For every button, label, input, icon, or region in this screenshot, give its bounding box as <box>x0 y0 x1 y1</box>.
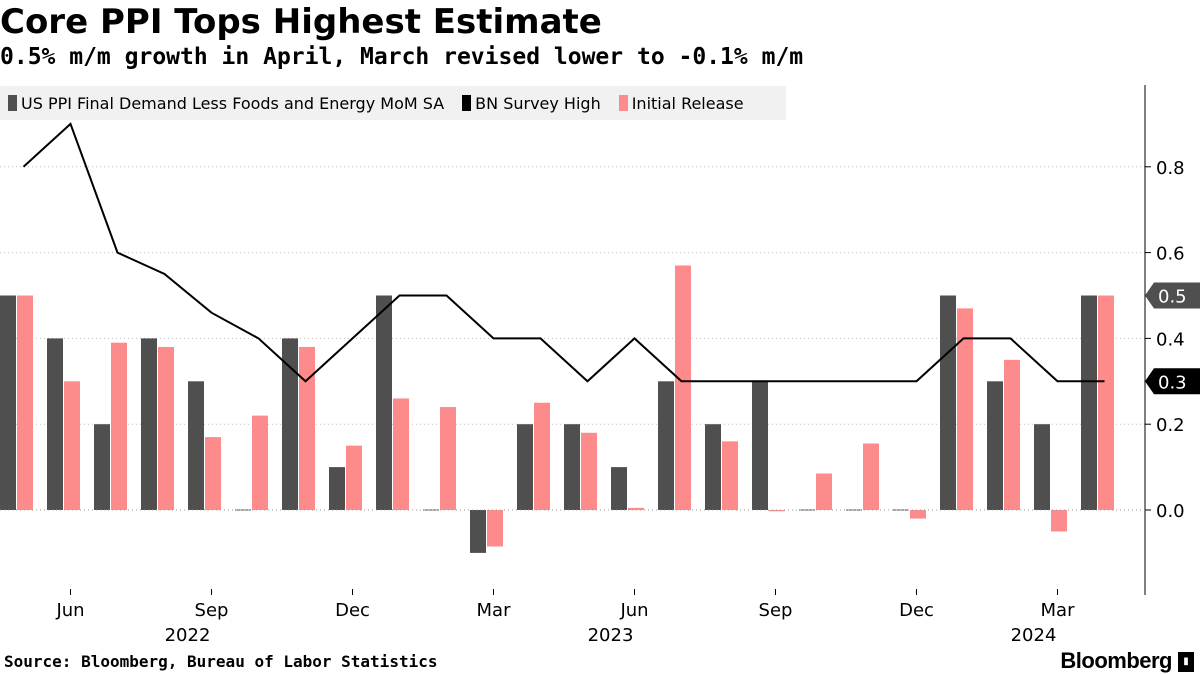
end-value-tag <box>1145 282 1200 309</box>
bar-core-ppi <box>1081 295 1097 510</box>
bar-core-ppi <box>1034 424 1050 510</box>
legend-item-initial-release: Initial Release <box>618 93 744 113</box>
bar-core-ppi <box>329 467 345 510</box>
bar-initial-release <box>628 507 644 510</box>
bar-initial-release <box>111 342 127 510</box>
bar-initial-release <box>299 346 315 510</box>
bar-core-ppi <box>846 509 862 511</box>
brand-mark-icon: ▮ <box>1178 652 1194 672</box>
x-tick-label: Jun <box>619 600 648 621</box>
bar-core-ppi <box>611 467 627 510</box>
bar-initial-release <box>534 402 550 510</box>
bar-core-ppi <box>376 295 392 510</box>
bar-core-ppi <box>141 338 157 510</box>
bar-core-ppi <box>47 338 63 510</box>
end-value-tag <box>1145 368 1200 395</box>
bar-initial-release <box>722 441 738 510</box>
source-note: Source: Bloomberg, Bureau of Labor Stati… <box>4 652 438 671</box>
bar-initial-release <box>158 346 174 510</box>
bar-initial-release <box>1051 510 1067 532</box>
bar-core-ppi <box>752 381 768 510</box>
y-tick-label: 0.8 <box>1156 158 1185 179</box>
bar-initial-release <box>957 308 973 510</box>
bar-core-ppi <box>188 381 204 510</box>
bar-core-ppi <box>705 424 721 510</box>
bar-initial-release <box>346 445 362 510</box>
bar-core-ppi <box>235 509 251 511</box>
end-value-label: 0.3 <box>1158 372 1187 393</box>
bar-core-ppi <box>940 295 956 510</box>
bar-initial-release <box>205 437 221 510</box>
bar-core-ppi <box>564 424 580 510</box>
bar-core-ppi <box>470 510 486 553</box>
legend-item-core-ppi: US PPI Final Demand Less Foods and Energ… <box>8 94 444 113</box>
bar-core-ppi <box>94 424 110 510</box>
x-year-label: 2023 <box>588 625 634 646</box>
legend-swatch-initial-release <box>618 95 628 111</box>
bar-initial-release <box>581 432 597 510</box>
y-tick-label: 0.6 <box>1156 244 1185 265</box>
legend-swatch-core-ppi <box>8 95 17 111</box>
x-tick-label: Sep <box>759 600 793 621</box>
bar-initial-release <box>816 473 832 510</box>
bar-core-ppi <box>658 381 674 510</box>
brand-logo: Bloomberg <box>1060 648 1172 673</box>
legend-swatch-survey-high <box>462 95 472 111</box>
bar-core-ppi <box>517 424 533 510</box>
bar-initial-release <box>17 295 33 510</box>
bar-initial-release <box>64 381 80 510</box>
bar-core-ppi <box>987 381 1003 510</box>
x-tick-label: Mar <box>477 600 512 621</box>
bar-initial-release <box>440 407 456 510</box>
chart-title: Core PPI Tops Highest Estimate <box>0 2 602 42</box>
bar-initial-release <box>769 510 785 512</box>
bar-core-ppi <box>799 509 815 511</box>
bar-initial-release <box>910 510 926 519</box>
legend-label-survey-high: BN Survey High <box>475 93 601 113</box>
chart-subtitle: 0.5% m/m growth in April, March revised … <box>0 44 804 70</box>
x-tick-label: Mar <box>1041 600 1076 621</box>
legend-item-survey-high: BN Survey High <box>462 94 601 113</box>
legend-label-core-ppi: US PPI Final Demand Less Foods and Energ… <box>21 93 445 113</box>
bar-initial-release <box>863 443 879 510</box>
y-tick-label: 0.2 <box>1156 415 1185 436</box>
bar-core-ppi <box>282 338 298 510</box>
bar-initial-release <box>393 398 409 510</box>
bar-initial-release <box>252 415 268 510</box>
x-tick-label: Sep <box>195 600 229 621</box>
legend: US PPI Final Demand Less Foods and Energ… <box>0 86 786 120</box>
bar-initial-release <box>1098 295 1114 510</box>
x-tick-label: Dec <box>335 600 370 621</box>
bar-initial-release <box>1004 359 1020 510</box>
x-tick-label: Jun <box>55 600 84 621</box>
x-year-label: 2022 <box>165 625 211 646</box>
bar-core-ppi <box>423 509 439 511</box>
end-value-label: 0.5 <box>1158 287 1187 308</box>
x-tick-label: Dec <box>899 600 934 621</box>
y-tick-label: 0.0 <box>1156 501 1185 522</box>
line-survey-high <box>22 122 1105 383</box>
y-tick-label: 0.4 <box>1156 329 1185 350</box>
bar-core-ppi <box>0 295 16 510</box>
x-year-label: 2024 <box>1011 625 1057 646</box>
bar-initial-release <box>675 265 691 510</box>
bar-initial-release <box>487 510 503 547</box>
legend-label-initial-release: Initial Release <box>631 93 744 113</box>
